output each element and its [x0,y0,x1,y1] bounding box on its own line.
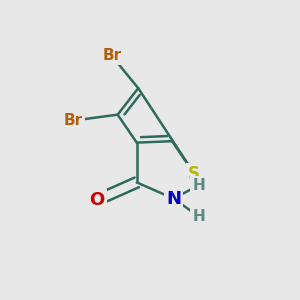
Text: S: S [188,165,200,183]
Text: H: H [192,209,205,224]
Text: O: O [89,191,105,209]
Text: Br: Br [102,48,121,63]
Text: Br: Br [64,113,83,128]
Text: N: N [166,190,181,208]
Text: H: H [192,178,205,193]
